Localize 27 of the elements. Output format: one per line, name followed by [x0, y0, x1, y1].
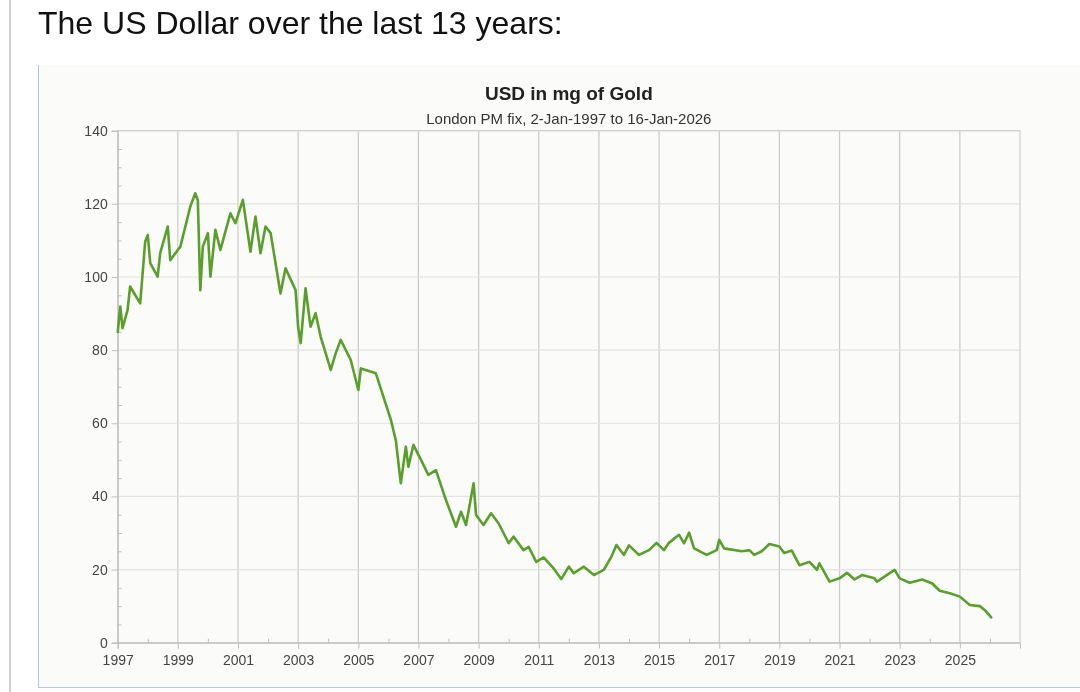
- y-tick-label: 60: [92, 415, 108, 432]
- x-tick-label: 2025: [944, 651, 977, 668]
- y-tick-label: 40: [92, 488, 108, 505]
- y-tick-label: 0: [99, 634, 108, 651]
- x-tick-label: 2019: [764, 651, 796, 668]
- x-tick-label: 2021: [824, 651, 856, 668]
- x-tick-label: 2003: [283, 651, 315, 668]
- x-tick-label: 2017: [704, 651, 736, 668]
- x-tick-label: 2009: [463, 651, 495, 668]
- y-tick-label: 120: [84, 195, 108, 212]
- x-tick-label: 2005: [343, 651, 375, 668]
- y-tick-label: 100: [84, 268, 108, 285]
- chart-title: USD in mg of Gold: [484, 83, 653, 104]
- x-tick-label: 2001: [222, 651, 255, 668]
- x-tick-label: 2023: [884, 651, 916, 668]
- x-tick-label: 2007: [403, 651, 435, 668]
- y-tick-label: 140: [84, 122, 108, 139]
- y-tick-label: 20: [92, 561, 108, 578]
- chart-subtitle: London PM fix, 2-Jan-1997 to 16-Jan-2026: [426, 110, 712, 127]
- text: The US Dollar over the last 13 years:: [38, 5, 563, 42]
- x-tick-label: 1999: [162, 651, 195, 668]
- x-tick-label: 2013: [583, 651, 616, 668]
- y-tick-label: 80: [92, 342, 108, 359]
- x-tick-label: 1997: [102, 651, 134, 668]
- line-series: [116, 191, 993, 619]
- x-tick-label: 2011: [524, 651, 555, 668]
- x-tick-label: 2015: [643, 651, 676, 668]
